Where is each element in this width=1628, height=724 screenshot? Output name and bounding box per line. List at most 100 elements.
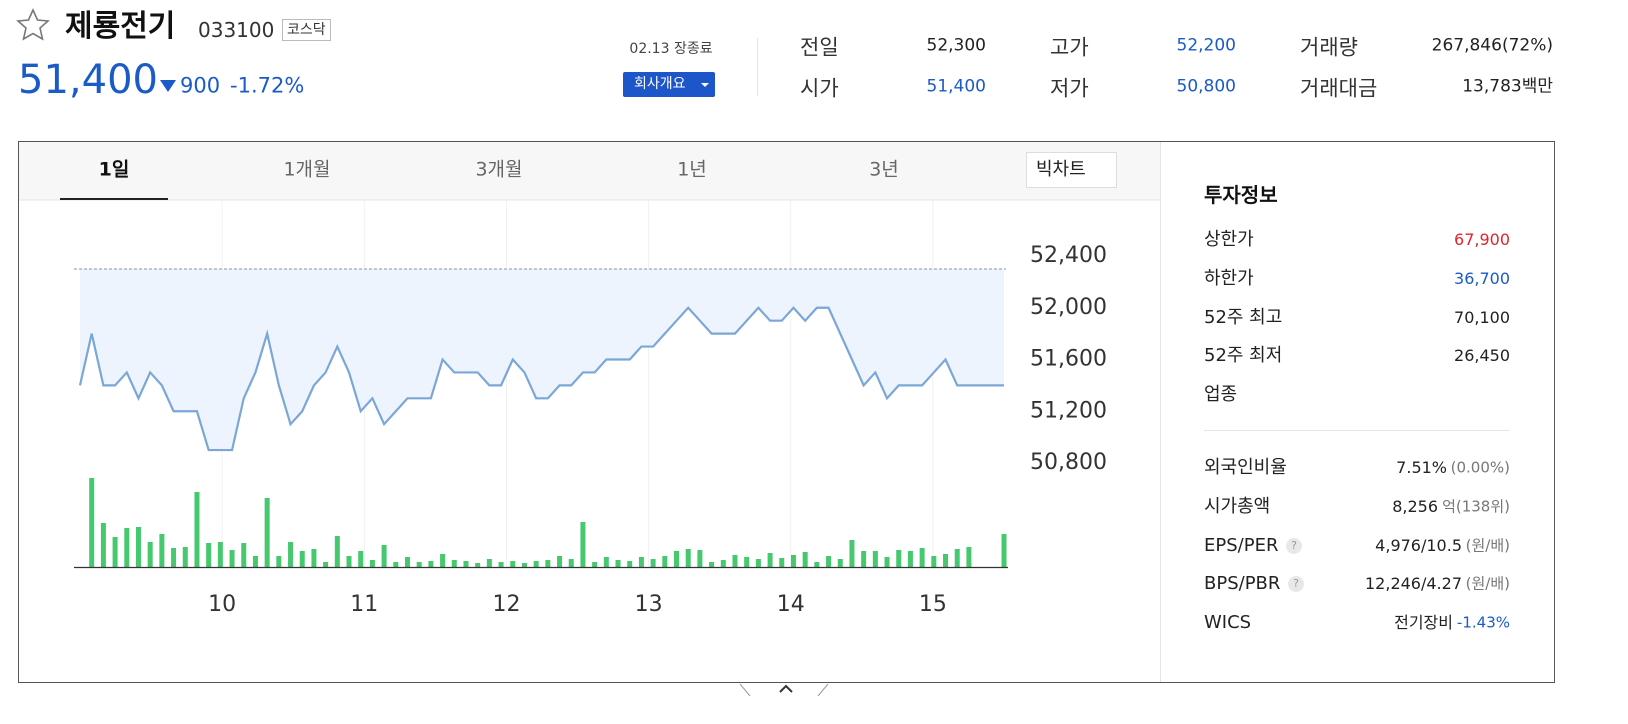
company-button[interactable]: 회사개요 (623, 72, 715, 97)
big-chart-button[interactable]: 빅차트 (1026, 152, 1117, 188)
chart-box (18, 141, 1555, 683)
volume-bar (171, 548, 177, 567)
y-tick-label: 50,800 (1030, 450, 1107, 475)
volume-bar (674, 551, 680, 567)
volume-bar (907, 551, 913, 567)
volume-bar (767, 553, 773, 567)
volume-bar (428, 561, 434, 567)
volume-bar (475, 563, 481, 567)
volume-bar (744, 557, 750, 567)
info-label: 52주 최고 (1204, 306, 1283, 328)
x-tick-label: 11 (350, 592, 378, 617)
volume-bar (638, 557, 644, 567)
detail-unit: (원/배) (1465, 536, 1510, 555)
volume-bar (592, 562, 598, 567)
price-area (80, 268, 1004, 451)
volume-bar (650, 559, 656, 567)
volume-bar (89, 478, 95, 567)
volume-bar (147, 542, 153, 567)
help-icon[interactable]: ? (1286, 537, 1302, 554)
volume-bar (451, 560, 457, 567)
volume-bar (369, 560, 375, 567)
volume-bar (919, 548, 925, 567)
volume-bar (732, 555, 738, 567)
volume-bar (884, 557, 890, 567)
volume-bar (100, 523, 106, 567)
summary-value: 51,400 (926, 76, 986, 97)
volume-bar (206, 543, 212, 567)
detail-unit: 억(138위) (1442, 497, 1510, 516)
volume-bar (533, 561, 539, 567)
summary-label: 고가 (1050, 35, 1089, 60)
summary-label: 전일 (800, 35, 839, 60)
volume-bar (545, 560, 551, 567)
volume-bar (954, 549, 960, 567)
y-tick-label: 51,600 (1030, 347, 1107, 372)
stock-code: 033100 (198, 18, 275, 42)
period-tab[interactable]: 1일 (98, 158, 130, 181)
volume-bar (323, 562, 329, 567)
detail-unit: (0.00%) (1450, 458, 1510, 477)
detail-unit: -1.43% (1456, 613, 1510, 632)
y-tick-label: 52,000 (1030, 295, 1107, 320)
volume-bar (826, 556, 832, 567)
volume-bar (802, 552, 808, 567)
volume-bar (404, 557, 410, 567)
summary-value: 52,200 (1176, 35, 1236, 56)
info-label: 52주 최저 (1204, 345, 1283, 367)
volume-bar (697, 550, 703, 567)
detail-label: WICS (1204, 612, 1252, 634)
period-tab[interactable]: 3년 (869, 158, 899, 181)
favorite-star[interactable] (16, 8, 50, 41)
volume-bar (662, 556, 668, 567)
fold-chevron[interactable] (779, 684, 793, 693)
volume-bar (112, 537, 118, 567)
fold-tab[interactable] (739, 683, 829, 697)
volume-bar (720, 560, 726, 567)
period-tab[interactable]: 1개월 (283, 158, 331, 181)
detail-label: BPS/PBR (1204, 573, 1281, 595)
volume-bar (755, 559, 761, 567)
summary-label: 저가 (1050, 76, 1089, 101)
info-value: 67,900 (1454, 230, 1510, 249)
volume-bar (264, 498, 270, 567)
volume-bar (872, 551, 878, 567)
volume-bar (299, 551, 305, 567)
detail-value: 7.51% (1396, 458, 1447, 477)
volume-bar (849, 540, 855, 567)
volume-bar (159, 534, 165, 567)
info-value: 70,100 (1454, 307, 1510, 327)
active-tab-underline (60, 198, 168, 200)
info-value: 26,450 (1454, 346, 1510, 366)
volume-bar (1001, 534, 1007, 567)
help-icon[interactable]: ? (1288, 576, 1304, 593)
volume-bar (790, 555, 796, 567)
volume-bar (814, 562, 820, 567)
volume-bar (966, 547, 972, 567)
stock-name: 제룡전기 (65, 9, 176, 44)
volume-bar (241, 543, 247, 567)
detail-label: 시가총액 (1204, 495, 1271, 517)
volume-bar (931, 556, 937, 567)
volume-bar (393, 562, 399, 567)
summary-label: 시가 (800, 76, 839, 101)
y-tick-label: 52,400 (1030, 243, 1107, 268)
price-change: 900 (180, 73, 221, 98)
detail-value: 8,256 (1392, 496, 1438, 516)
period-tab[interactable]: 1년 (677, 158, 707, 181)
info-value: 36,700 (1454, 268, 1510, 288)
volume-bar (463, 561, 469, 567)
x-tick-label: 12 (492, 592, 520, 617)
volume-bar (381, 545, 387, 567)
period-tab[interactable]: 3개월 (475, 158, 523, 181)
detail-value: 전기장비 (1394, 613, 1453, 633)
invest-title: 투자정보 (1204, 183, 1278, 207)
tab-bar (19, 142, 1160, 200)
volume-bar (943, 554, 949, 567)
volume-bar (779, 558, 785, 567)
x-tick-label: 13 (635, 592, 663, 617)
market-badge: 코스닥 (282, 19, 331, 41)
x-tick-label: 15 (919, 592, 947, 617)
volume-bar (182, 547, 188, 567)
